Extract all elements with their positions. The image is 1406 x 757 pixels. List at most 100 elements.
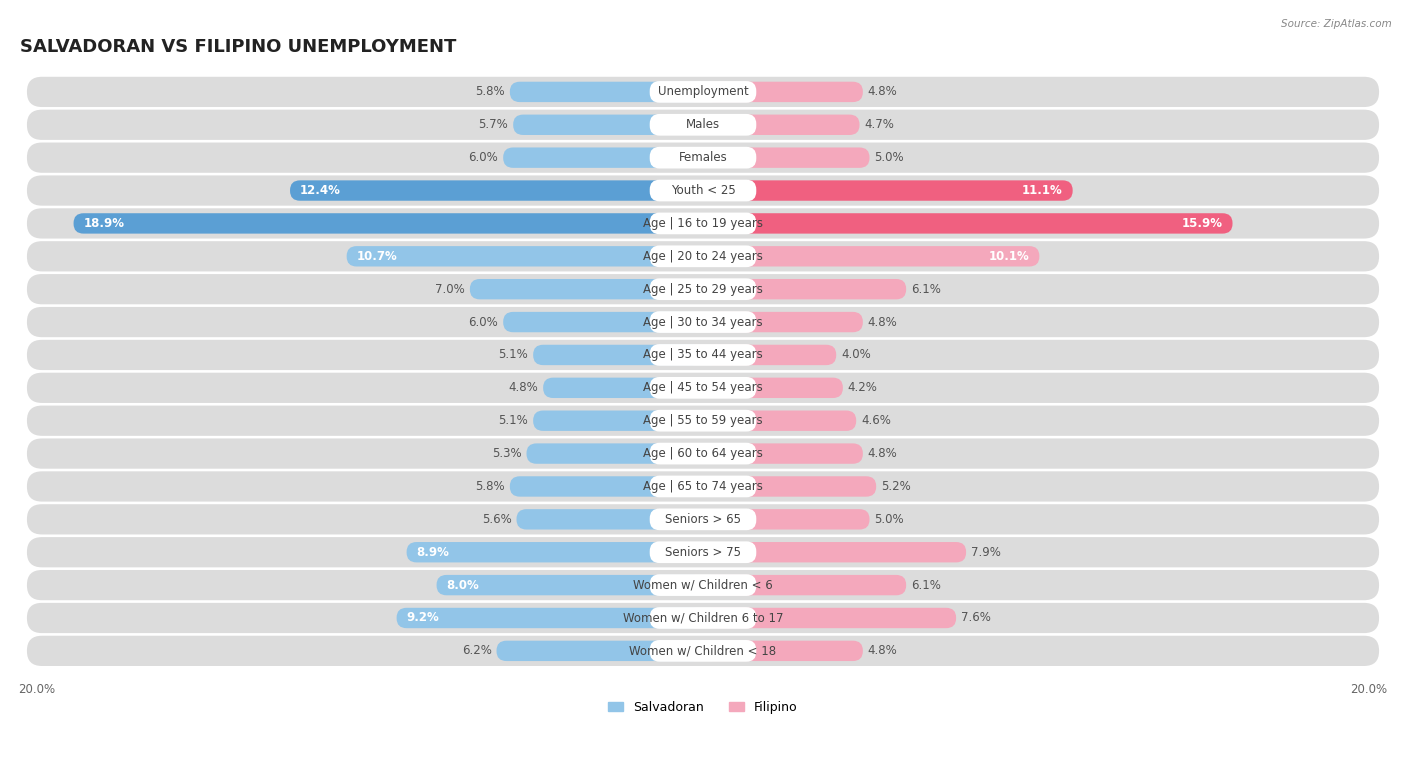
FancyBboxPatch shape xyxy=(27,110,1379,140)
Text: Age | 16 to 19 years: Age | 16 to 19 years xyxy=(643,217,763,230)
FancyBboxPatch shape xyxy=(703,312,863,332)
FancyBboxPatch shape xyxy=(650,81,756,103)
FancyBboxPatch shape xyxy=(396,608,703,628)
FancyBboxPatch shape xyxy=(27,208,1379,238)
Text: 9.2%: 9.2% xyxy=(406,612,439,625)
Text: 5.6%: 5.6% xyxy=(482,512,512,526)
Text: Women w/ Children 6 to 17: Women w/ Children 6 to 17 xyxy=(623,612,783,625)
Text: 7.9%: 7.9% xyxy=(972,546,1001,559)
Text: 4.8%: 4.8% xyxy=(868,316,897,329)
Text: Females: Females xyxy=(679,151,727,164)
FancyBboxPatch shape xyxy=(27,603,1379,633)
FancyBboxPatch shape xyxy=(27,570,1379,600)
Text: 5.3%: 5.3% xyxy=(492,447,522,460)
Text: 5.8%: 5.8% xyxy=(475,86,505,98)
FancyBboxPatch shape xyxy=(650,377,756,399)
Text: 5.0%: 5.0% xyxy=(875,512,904,526)
Text: 11.1%: 11.1% xyxy=(1022,184,1063,197)
Text: 7.0%: 7.0% xyxy=(434,282,465,296)
FancyBboxPatch shape xyxy=(27,76,1379,107)
FancyBboxPatch shape xyxy=(650,114,756,136)
Text: Age | 20 to 24 years: Age | 20 to 24 years xyxy=(643,250,763,263)
FancyBboxPatch shape xyxy=(703,148,869,168)
Text: Age | 45 to 54 years: Age | 45 to 54 years xyxy=(643,382,763,394)
FancyBboxPatch shape xyxy=(503,148,703,168)
Text: 5.0%: 5.0% xyxy=(875,151,904,164)
Text: 5.7%: 5.7% xyxy=(478,118,508,131)
Text: Age | 30 to 34 years: Age | 30 to 34 years xyxy=(643,316,763,329)
Text: 12.4%: 12.4% xyxy=(299,184,340,197)
Text: 10.7%: 10.7% xyxy=(357,250,398,263)
Text: 10.1%: 10.1% xyxy=(988,250,1029,263)
Text: 4.0%: 4.0% xyxy=(841,348,870,361)
FancyBboxPatch shape xyxy=(526,444,703,464)
FancyBboxPatch shape xyxy=(703,213,1233,234)
FancyBboxPatch shape xyxy=(73,213,703,234)
FancyBboxPatch shape xyxy=(703,82,863,102)
FancyBboxPatch shape xyxy=(513,114,703,135)
FancyBboxPatch shape xyxy=(703,279,905,299)
FancyBboxPatch shape xyxy=(703,509,869,530)
FancyBboxPatch shape xyxy=(27,504,1379,534)
Text: 4.8%: 4.8% xyxy=(868,447,897,460)
FancyBboxPatch shape xyxy=(510,476,703,497)
FancyBboxPatch shape xyxy=(703,575,905,595)
FancyBboxPatch shape xyxy=(470,279,703,299)
FancyBboxPatch shape xyxy=(703,608,956,628)
FancyBboxPatch shape xyxy=(406,542,703,562)
FancyBboxPatch shape xyxy=(496,640,703,661)
FancyBboxPatch shape xyxy=(650,607,756,629)
Text: 4.8%: 4.8% xyxy=(868,86,897,98)
Text: 18.9%: 18.9% xyxy=(83,217,125,230)
Text: Unemployment: Unemployment xyxy=(658,86,748,98)
Text: 4.7%: 4.7% xyxy=(865,118,894,131)
FancyBboxPatch shape xyxy=(27,142,1379,173)
FancyBboxPatch shape xyxy=(703,344,837,365)
FancyBboxPatch shape xyxy=(27,241,1379,272)
Text: 5.8%: 5.8% xyxy=(475,480,505,493)
Text: 7.6%: 7.6% xyxy=(962,612,991,625)
FancyBboxPatch shape xyxy=(503,312,703,332)
FancyBboxPatch shape xyxy=(650,213,756,234)
FancyBboxPatch shape xyxy=(347,246,703,266)
FancyBboxPatch shape xyxy=(27,406,1379,436)
Text: 8.0%: 8.0% xyxy=(447,578,479,592)
FancyBboxPatch shape xyxy=(437,575,703,595)
FancyBboxPatch shape xyxy=(703,444,863,464)
FancyBboxPatch shape xyxy=(27,340,1379,370)
FancyBboxPatch shape xyxy=(650,475,756,497)
FancyBboxPatch shape xyxy=(703,542,966,562)
Text: Age | 35 to 44 years: Age | 35 to 44 years xyxy=(643,348,763,361)
FancyBboxPatch shape xyxy=(703,378,842,398)
FancyBboxPatch shape xyxy=(650,311,756,333)
Text: 15.9%: 15.9% xyxy=(1181,217,1223,230)
FancyBboxPatch shape xyxy=(703,180,1073,201)
Text: 4.6%: 4.6% xyxy=(862,414,891,427)
FancyBboxPatch shape xyxy=(650,541,756,563)
FancyBboxPatch shape xyxy=(703,114,859,135)
Text: 6.2%: 6.2% xyxy=(461,644,492,657)
FancyBboxPatch shape xyxy=(650,279,756,300)
FancyBboxPatch shape xyxy=(703,410,856,431)
Text: Age | 25 to 29 years: Age | 25 to 29 years xyxy=(643,282,763,296)
Text: Seniors > 65: Seniors > 65 xyxy=(665,512,741,526)
Text: Males: Males xyxy=(686,118,720,131)
Text: Source: ZipAtlas.com: Source: ZipAtlas.com xyxy=(1281,19,1392,29)
FancyBboxPatch shape xyxy=(27,472,1379,502)
FancyBboxPatch shape xyxy=(650,410,756,431)
FancyBboxPatch shape xyxy=(27,636,1379,666)
FancyBboxPatch shape xyxy=(27,176,1379,206)
FancyBboxPatch shape xyxy=(27,438,1379,469)
Text: SALVADORAN VS FILIPINO UNEMPLOYMENT: SALVADORAN VS FILIPINO UNEMPLOYMENT xyxy=(20,38,457,56)
Text: 8.9%: 8.9% xyxy=(416,546,450,559)
Text: 4.8%: 4.8% xyxy=(509,382,538,394)
FancyBboxPatch shape xyxy=(650,640,756,662)
FancyBboxPatch shape xyxy=(650,575,756,596)
FancyBboxPatch shape xyxy=(27,537,1379,567)
FancyBboxPatch shape xyxy=(650,179,756,201)
Text: Seniors > 75: Seniors > 75 xyxy=(665,546,741,559)
Text: 5.1%: 5.1% xyxy=(498,348,529,361)
Legend: Salvadoran, Filipino: Salvadoran, Filipino xyxy=(609,701,797,714)
FancyBboxPatch shape xyxy=(543,378,703,398)
Text: 6.1%: 6.1% xyxy=(911,282,941,296)
